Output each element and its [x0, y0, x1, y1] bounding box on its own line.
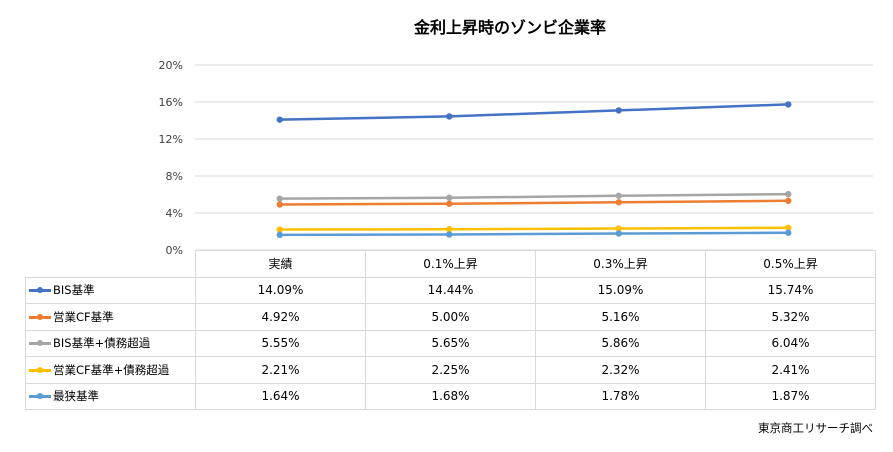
data-point — [276, 231, 283, 239]
y-tick-label: 4% — [166, 207, 183, 220]
data-point — [785, 224, 792, 231]
data-point — [615, 230, 622, 237]
series-name: 最狭基準 — [53, 389, 99, 404]
category-label: 0.1%上昇 — [365, 250, 536, 278]
series-line — [279, 199, 789, 206]
data-label: 1.64% — [195, 382, 366, 410]
series-line — [279, 231, 789, 237]
table-row: 営業CF基準+債務超過 2.21% 2.25% 2.32% 2.41% — [25, 356, 876, 384]
data-label: 2.32% — [535, 356, 706, 384]
table-row: 営業CF基準 4.92% 5.00% 5.16% 5.32% — [25, 303, 876, 331]
legend-cell: BIS基準 — [25, 276, 196, 304]
y-tick-label: 16% — [159, 96, 183, 109]
table-row: BIS基準+債務超過 5.55% 5.65% 5.86% 6.04% — [25, 329, 876, 357]
data-point — [615, 199, 622, 206]
data-point — [276, 116, 283, 123]
legend-cell: 最狭基準 — [25, 382, 196, 410]
legend-key — [29, 287, 51, 294]
data-point — [615, 192, 622, 199]
data-point — [446, 225, 453, 233]
y-tick-label: 12% — [159, 133, 183, 146]
series-line — [279, 226, 789, 231]
y-tick-label: 8% — [166, 170, 183, 183]
data-label: 6.04% — [705, 329, 876, 357]
category-label: 0.5%上昇 — [705, 250, 876, 278]
category-label: 0.3%上昇 — [535, 250, 706, 278]
data-label: 1.68% — [365, 382, 536, 410]
data-label: 14.09% — [195, 276, 366, 304]
data-label: 4.92% — [195, 303, 366, 331]
table-row: BIS基準 14.09% 14.44% 15.09% 15.74% — [25, 276, 876, 304]
data-label: 2.21% — [195, 356, 366, 384]
data-label: 1.87% — [705, 382, 876, 410]
series-name: 営業CF基準 — [53, 309, 114, 324]
legend-key — [29, 340, 51, 347]
legend-key — [29, 393, 51, 400]
legend-cell: 営業CF基準 — [25, 303, 196, 331]
data-point — [785, 229, 792, 236]
data-label: 5.16% — [535, 303, 706, 331]
data-label: 1.78% — [535, 382, 706, 410]
table-corner — [25, 250, 196, 278]
y-tick-label: 20% — [159, 59, 183, 72]
data-label: 5.00% — [365, 303, 536, 331]
data-label: 5.55% — [195, 329, 366, 357]
data-point — [785, 101, 792, 108]
data-point — [615, 225, 622, 232]
data-label: 5.65% — [365, 329, 536, 357]
legend-cell: 営業CF基準+債務超過 — [25, 356, 196, 384]
data-point — [785, 197, 792, 204]
data-point — [446, 200, 453, 207]
data-point — [276, 201, 283, 208]
chart-title: 金利上昇時のゾンビ企業率 — [413, 18, 606, 37]
data-point — [446, 194, 453, 201]
legend-key — [29, 313, 51, 320]
data-label: 5.32% — [705, 303, 876, 331]
table-row: 最狭基準 1.64% 1.68% 1.78% 1.87% — [25, 382, 876, 410]
data-point — [276, 226, 283, 233]
data-point — [276, 195, 283, 202]
category-label: 実績 — [195, 250, 366, 278]
series-line — [279, 192, 789, 200]
data-table: 実績 0.1%上昇 0.3%上昇 0.5%上昇 BIS基準 14.09% 14.44… — [25, 250, 876, 410]
source-note: 東京商工リサーチ調べ — [758, 421, 873, 435]
data-point — [615, 107, 622, 114]
data-point — [785, 190, 792, 198]
data-label: 15.74% — [705, 276, 876, 304]
series-name: 営業CF基準+債務超過 — [53, 362, 170, 377]
series-line — [279, 103, 789, 121]
legend-cell: BIS基準+債務超過 — [25, 329, 196, 357]
data-label: 15.09% — [535, 276, 706, 304]
data-label: 2.25% — [365, 356, 536, 384]
series-name: BIS基準+債務超過 — [53, 336, 151, 351]
data-label: 5.86% — [535, 329, 706, 357]
data-point — [446, 113, 453, 120]
legend-key — [29, 366, 51, 373]
data-label: 2.41% — [705, 356, 876, 384]
series-name: BIS基準 — [53, 283, 95, 298]
data-point — [446, 231, 453, 238]
data-label: 14.44% — [365, 276, 536, 304]
table-header-row: 実績 0.1%上昇 0.3%上昇 0.5%上昇 — [25, 250, 876, 278]
